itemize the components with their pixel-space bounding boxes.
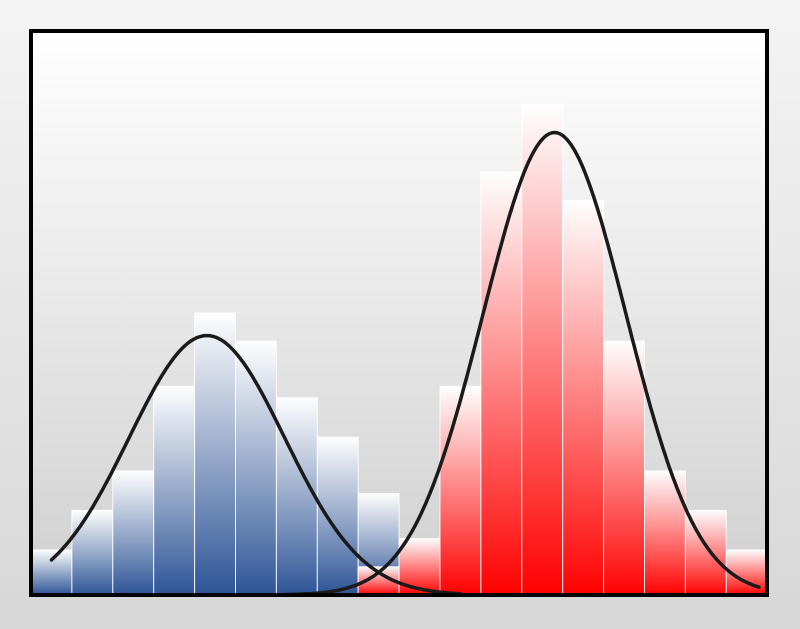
fit-curve-series2 (254, 130, 761, 597)
fit-curves-layer (49, 130, 761, 597)
bar-series2-bin5 (521, 103, 564, 596)
fit-curve-series1 (49, 333, 463, 596)
bar-series1-bin7 (275, 397, 318, 596)
bar-series1-bin4 (153, 385, 196, 596)
bar-series2-bin3 (439, 385, 482, 596)
bar-series1-bin2 (71, 509, 114, 596)
bar-series2-bin6 (562, 199, 605, 596)
plot-frame (29, 29, 769, 597)
bar-series2-bin4 (480, 171, 523, 596)
bar-series1-bin1 (30, 549, 73, 596)
bar-series2-bin7 (603, 340, 645, 596)
bar-series1-bin3 (112, 470, 155, 596)
bar-series1-bin5 (194, 312, 237, 596)
bar-series1-bin8 (316, 436, 359, 596)
